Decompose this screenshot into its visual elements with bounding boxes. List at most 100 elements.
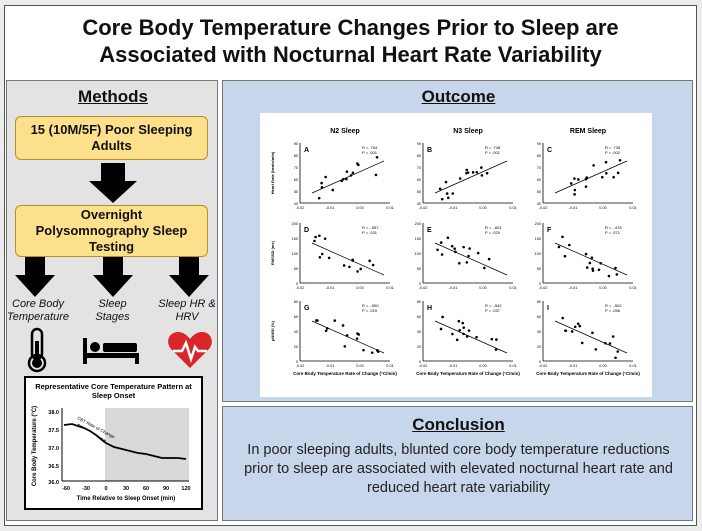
panel-letter: F: [547, 227, 552, 234]
down-arrow-1: [89, 163, 137, 203]
data-point: [475, 170, 479, 174]
regression-line: [311, 242, 385, 276]
temp-ytick: 38.0: [48, 410, 59, 416]
data-point: [611, 335, 615, 338]
ytick-label: 60: [417, 178, 421, 182]
p-value: P = .002: [605, 150, 621, 155]
data-point: [467, 329, 471, 332]
data-point: [357, 163, 360, 167]
data-point: [605, 171, 608, 175]
temp-pattern-chart: Representative Core Temperature Pattern …: [24, 376, 203, 510]
data-point: [564, 329, 568, 333]
ytick-label: 50: [417, 267, 421, 271]
data-point: [320, 181, 323, 185]
xtick-label: -0.01: [569, 364, 578, 368]
xtick-label: 0.00: [356, 364, 363, 368]
xtick-label: 0.01: [509, 364, 516, 368]
r-value: R = .748: [485, 145, 501, 150]
data-point: [471, 171, 475, 174]
data-point: [457, 319, 461, 323]
data-point: [351, 171, 355, 175]
xtick-label: -0.01: [569, 206, 578, 210]
data-point: [351, 259, 355, 262]
ytick-label: 40: [294, 330, 298, 334]
xtick-label: 0.00: [479, 364, 486, 368]
ytick-label: 60: [294, 315, 298, 319]
temp-ytick: 36.0: [48, 480, 59, 486]
data-point: [585, 176, 589, 179]
data-point: [592, 164, 595, 167]
data-point: [604, 341, 607, 345]
temp-xtick: 90: [163, 486, 169, 492]
data-point: [466, 171, 470, 174]
ytick-label: 80: [537, 300, 541, 304]
data-point: [483, 266, 486, 270]
data-point: [467, 254, 470, 258]
ytick-label: 20: [417, 345, 421, 349]
data-point: [453, 247, 456, 250]
r-value: R = .754: [362, 145, 378, 150]
ytick-label: 80: [294, 300, 298, 304]
data-point: [612, 175, 615, 179]
data-point: [318, 256, 322, 259]
row-ylabel: RMSSD (ms): [270, 240, 275, 265]
ytick-label: 20: [537, 345, 541, 349]
data-point: [462, 332, 465, 336]
xtick-label: -0.02: [539, 286, 548, 290]
ytick-label: 80: [294, 154, 298, 158]
data-point: [314, 235, 317, 239]
data-point: [454, 250, 457, 254]
xlabel: Core Body Temperature Rate of Change (°C…: [536, 371, 640, 376]
temp-xtick: 120: [181, 486, 190, 492]
data-point: [462, 326, 466, 329]
panel-letter: A: [304, 147, 309, 154]
r-value: R = -.601: [485, 225, 502, 230]
ytick-label: 40: [537, 330, 541, 334]
xtick-label: -0.02: [539, 364, 548, 368]
data-point: [475, 335, 478, 339]
data-point: [591, 267, 594, 270]
conclusion-text: In poor sleeping adults, blunted core bo…: [244, 442, 673, 496]
data-point: [348, 265, 351, 269]
ytick-label: 70: [417, 166, 421, 170]
panel-letter: B: [427, 147, 432, 154]
xtick-label: -0.01: [449, 206, 458, 210]
temp-xtick: 30: [123, 486, 129, 492]
psg-box: Overnight Polysomnography Sleep Testing: [15, 205, 208, 257]
ytick-label: 60: [537, 178, 541, 182]
data-point: [374, 173, 378, 177]
data-point: [458, 328, 462, 332]
p-value: P = .071: [605, 230, 621, 235]
data-point: [462, 245, 465, 249]
ytick-label: 100: [535, 252, 541, 256]
data-point: [340, 179, 343, 183]
panel-letter: C: [547, 147, 552, 154]
regression-line: [434, 160, 508, 194]
r-value: R = -.590: [362, 303, 379, 308]
data-point: [370, 351, 374, 354]
ytick-label: 40: [294, 202, 298, 206]
data-point: [450, 244, 454, 248]
temp-xtick: -60: [62, 486, 70, 492]
ytick-label: 200: [415, 222, 421, 226]
data-point: [333, 319, 337, 322]
ytick-label: 80: [417, 154, 421, 158]
ytick-label: 0: [296, 360, 298, 364]
data-point: [480, 174, 484, 177]
data-point: [345, 177, 348, 181]
data-point: [457, 261, 461, 265]
data-point: [345, 170, 349, 173]
data-point: [362, 348, 365, 352]
regression-line: [311, 320, 385, 354]
r-value: R = -.478: [605, 225, 622, 230]
poster-title: Core Body Temperature Changes Prior to S…: [4, 5, 697, 77]
data-point: [557, 245, 561, 249]
ytick-label: 40: [537, 202, 541, 206]
data-point: [318, 234, 321, 238]
data-point: [597, 268, 601, 272]
down-arrow-temp: [15, 257, 55, 297]
column-header: N3 Sleep: [453, 128, 483, 135]
temp-ytick: 37.0: [48, 446, 59, 452]
data-point: [313, 239, 316, 243]
data-point: [441, 315, 444, 319]
